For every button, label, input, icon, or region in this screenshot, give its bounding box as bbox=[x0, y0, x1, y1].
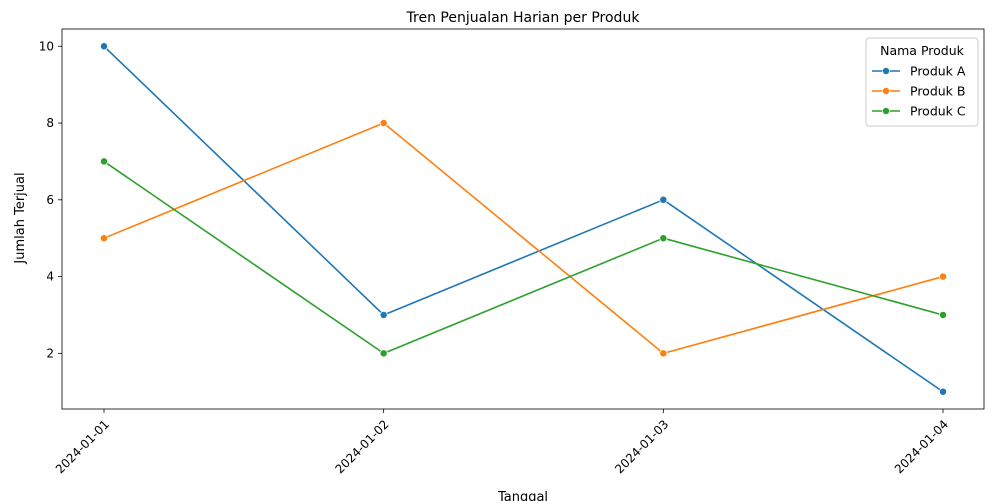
series-produk-a bbox=[100, 42, 947, 396]
legend-label: Produk B bbox=[910, 84, 965, 99]
legend-title: Nama Produk bbox=[880, 43, 965, 58]
data-point bbox=[939, 387, 947, 396]
x-tick-label: 2024-01-02 bbox=[333, 417, 392, 476]
legend: Nama Produk Produk A Produk B Produk C bbox=[865, 37, 979, 127]
data-point bbox=[379, 311, 388, 319]
data-point bbox=[100, 42, 108, 51]
series-layer bbox=[100, 42, 947, 396]
legend-frame bbox=[865, 37, 979, 127]
x-axis-title: Tanggal bbox=[497, 490, 548, 501]
y-tick-label: 2 bbox=[46, 346, 54, 360]
data-point bbox=[939, 272, 947, 281]
data-point bbox=[379, 119, 388, 127]
legend-marker bbox=[882, 107, 890, 115]
legend-marker bbox=[882, 87, 890, 95]
series-produk-c bbox=[100, 157, 947, 358]
data-point bbox=[379, 349, 388, 358]
legend-label: Produk A bbox=[910, 64, 966, 79]
y-tick-label: 8 bbox=[46, 116, 54, 130]
x-tick-label: 2024-01-03 bbox=[612, 417, 671, 476]
x-tick-label: 2024-01-01 bbox=[53, 417, 112, 476]
series-line bbox=[103, 45, 944, 393]
y-tick-label: 6 bbox=[46, 193, 54, 207]
data-point bbox=[659, 234, 668, 243]
y-axis-title: Jumlah Terjual bbox=[13, 172, 28, 264]
data-point bbox=[100, 234, 108, 243]
series-line bbox=[103, 160, 944, 355]
legend-label: Produk C bbox=[910, 104, 966, 119]
axes: 2 4 6 8 10 2024-01-01 2024-01-02 2024-01-03 2024… bbox=[39, 28, 985, 476]
chart-title: Tren Penjualan Harian per Produk bbox=[406, 10, 641, 26]
data-point bbox=[659, 349, 668, 358]
legend-item: Produk B bbox=[872, 84, 965, 99]
y-tick-label: 4 bbox=[46, 270, 54, 284]
legend-item: Produk A bbox=[872, 64, 966, 79]
legend-item: Produk C bbox=[872, 104, 966, 119]
legend-marker bbox=[882, 67, 890, 75]
legend-items: Produk A Produk B Produk C bbox=[872, 64, 966, 119]
data-point bbox=[100, 157, 108, 166]
series-line bbox=[103, 122, 944, 355]
x-tick-label: 2024-01-04 bbox=[892, 417, 951, 476]
data-point bbox=[659, 195, 668, 204]
plot-frame bbox=[61, 28, 985, 410]
series-produk-b bbox=[100, 119, 947, 358]
data-point bbox=[939, 311, 947, 319]
y-tick-label: 10 bbox=[39, 39, 54, 53]
